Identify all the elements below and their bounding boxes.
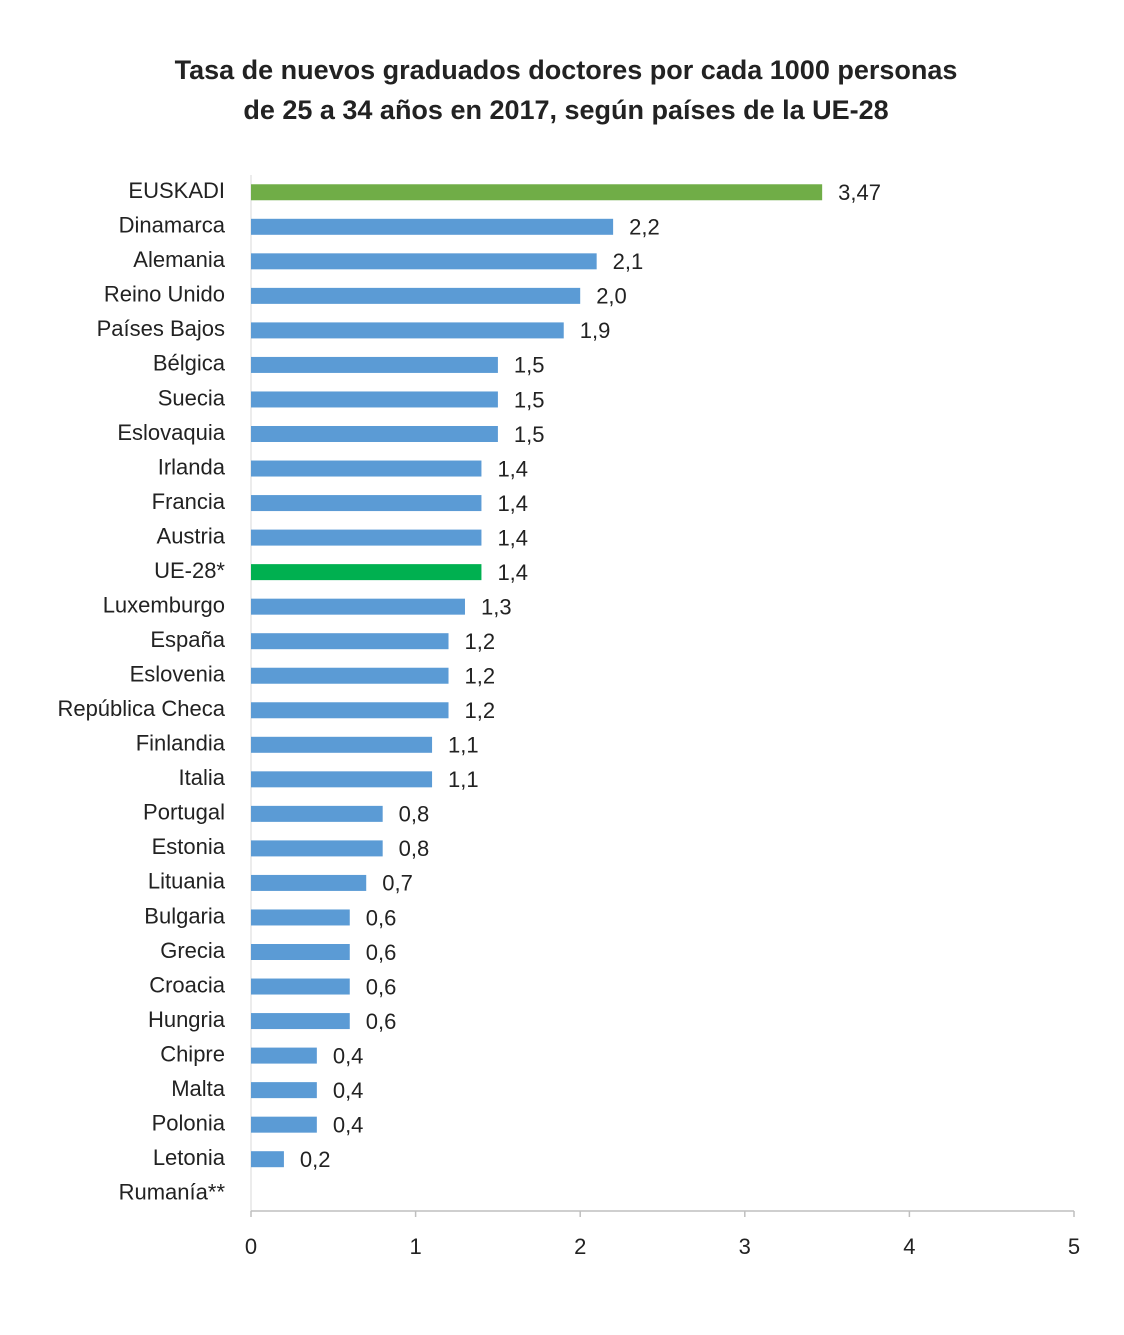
- bar: [251, 702, 449, 719]
- bar: [251, 874, 367, 891]
- bar: [251, 287, 581, 304]
- bar: [251, 184, 823, 201]
- value-label: 1,3: [481, 594, 512, 619]
- y-tick-label: Luxemburgo: [103, 592, 225, 617]
- y-tick-label: Chipre: [160, 1041, 225, 1066]
- x-tick-label: 1: [409, 1234, 421, 1259]
- bar: [251, 944, 350, 960]
- value-label: 2,0: [596, 284, 627, 309]
- bar: [251, 218, 614, 235]
- value-label: 0,6: [366, 905, 397, 930]
- y-tick-label: Eslovaquia: [117, 420, 225, 445]
- y-tick-label: EUSKADI: [128, 178, 225, 203]
- y-tick-label: Rumanía**: [119, 1180, 226, 1205]
- value-label: 1,4: [497, 525, 528, 550]
- y-tick-label: Alemania: [133, 247, 225, 272]
- bar: [251, 495, 482, 512]
- value-label: 0,8: [399, 802, 430, 827]
- y-tick-label: Reino Unido: [104, 282, 225, 307]
- bar: [251, 322, 564, 339]
- y-tick-label: Austria: [157, 523, 226, 548]
- bar: [251, 460, 482, 477]
- bar: [251, 1082, 317, 1099]
- value-label: 1,2: [465, 698, 496, 723]
- y-tick-label: Finlandia: [136, 731, 226, 756]
- chart-title: Tasa de nuevos graduados doctores por ca…: [175, 55, 958, 85]
- y-tick-label: Croacia: [149, 972, 226, 997]
- y-tick-label: Polonia: [152, 1110, 226, 1135]
- x-tick-label: 0: [245, 1234, 257, 1259]
- bar: [251, 356, 498, 373]
- value-label: 1,5: [514, 387, 545, 412]
- bar: [251, 1013, 350, 1030]
- y-tick-label: Eslovenia: [130, 662, 226, 687]
- bar: [251, 805, 383, 822]
- bar: [251, 978, 350, 995]
- value-label: 1,4: [497, 560, 528, 585]
- y-tick-label: Italia: [179, 765, 226, 790]
- x-tick-label: 4: [903, 1234, 915, 1259]
- bar: [251, 736, 433, 753]
- value-label: 1,4: [497, 456, 528, 481]
- y-tick-label: UE-28*: [154, 558, 225, 583]
- y-tick-label: Bélgica: [153, 351, 226, 376]
- bar: [251, 426, 498, 442]
- x-tick-label: 5: [1068, 1234, 1080, 1259]
- bar: [251, 598, 465, 615]
- y-tick-label: Bulgaria: [144, 903, 225, 928]
- value-label: 0,6: [366, 1009, 397, 1034]
- x-tick-label: 2: [574, 1234, 586, 1259]
- y-tick-label: Suecia: [158, 385, 226, 410]
- bar: [251, 391, 498, 408]
- value-label: 1,2: [465, 664, 496, 689]
- value-label: 1,1: [448, 767, 479, 792]
- y-tick-label: Hungria: [148, 1007, 226, 1032]
- value-label: 0,6: [366, 940, 397, 965]
- y-tick-label: Estonia: [152, 834, 226, 859]
- bar: [251, 633, 449, 650]
- value-label: 1,5: [514, 422, 545, 447]
- y-tick-label: Francia: [152, 489, 226, 514]
- value-label: 0,7: [382, 871, 413, 896]
- y-tick-label: Irlanda: [158, 454, 226, 479]
- bar: [251, 909, 350, 926]
- bar: [251, 1151, 284, 1168]
- y-tick-label: Portugal: [143, 800, 225, 825]
- bar: [251, 771, 433, 788]
- value-label: 2,2: [629, 215, 660, 240]
- value-label: 1,2: [465, 629, 496, 654]
- value-label: 0,4: [333, 1078, 364, 1103]
- value-label: 0,4: [333, 1043, 364, 1068]
- y-tick-label: Malta: [171, 1076, 226, 1101]
- y-tick-label: España: [150, 627, 225, 652]
- value-label: 1,5: [514, 353, 545, 378]
- y-tick-label: Grecia: [160, 938, 226, 963]
- value-label: 1,4: [497, 491, 528, 516]
- y-tick-label: Países Bajos: [97, 316, 225, 341]
- bar: [251, 529, 482, 546]
- value-label: 0,6: [366, 974, 397, 999]
- y-tick-label: Letonia: [153, 1145, 226, 1170]
- bar: [251, 1116, 317, 1133]
- bar: [251, 667, 449, 684]
- chart-title: de 25 a 34 años en 2017, según países de…: [243, 95, 888, 125]
- value-label: 2,1: [613, 249, 644, 274]
- value-label: 1,1: [448, 733, 479, 758]
- bar: [251, 564, 482, 581]
- value-label: 0,4: [333, 1112, 364, 1137]
- y-tick-label: Dinamarca: [119, 213, 226, 238]
- value-label: 0,2: [300, 1147, 331, 1172]
- value-label: 0,8: [399, 836, 430, 861]
- y-tick-label: Lituania: [148, 869, 226, 894]
- bar: [251, 253, 597, 270]
- value-label: 1,9: [580, 318, 611, 343]
- value-label: 3,47: [838, 180, 881, 205]
- y-tick-label: República Checa: [57, 696, 225, 721]
- bar: [251, 1047, 317, 1064]
- bar: [251, 840, 383, 857]
- x-tick-label: 3: [739, 1234, 751, 1259]
